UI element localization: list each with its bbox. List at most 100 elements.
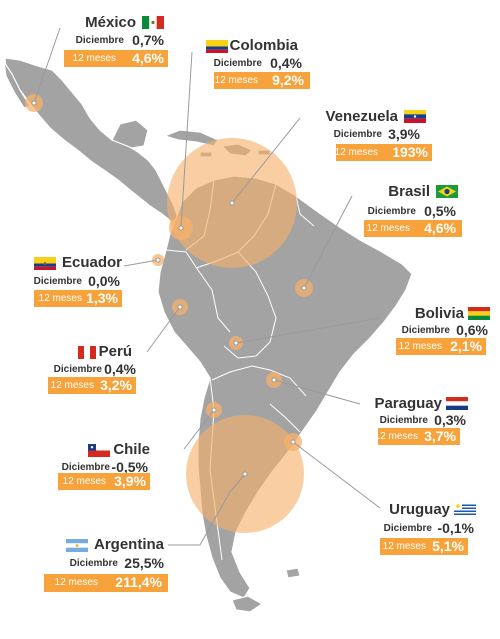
yr-label: 12 meses	[54, 577, 98, 588]
yr-value: 3,9%	[114, 473, 146, 489]
yr-value: 3,7%	[424, 428, 456, 444]
dic-label: Diciembre	[53, 364, 102, 375]
yr-value: 4,6%	[132, 50, 164, 66]
dic-label: Diciembre	[75, 35, 124, 46]
yr-label: 12 meses	[374, 431, 418, 442]
border-line	[295, 195, 315, 227]
yr-label: 12 meses	[214, 75, 258, 86]
mexico-flag-icon	[142, 16, 164, 29]
ecuador-flag-icon	[34, 257, 56, 270]
dic-value: -0,1%	[437, 520, 474, 536]
yr-value: 3,2%	[100, 377, 132, 393]
argentina-leader	[168, 473, 246, 546]
chile-leader	[183, 409, 215, 450]
yr-box	[396, 338, 486, 355]
dot	[290, 439, 296, 445]
yr-label: 12 meses	[366, 223, 410, 234]
brasil-leader	[303, 195, 353, 289]
leader-lines	[33, 27, 381, 546]
yr-box	[336, 144, 432, 161]
peru-label: Perú Diciembre 0,4% 12 meses 3,2%	[46, 342, 146, 396]
dic-label: Diciembre	[61, 462, 110, 473]
chile-flag-icon	[88, 444, 110, 457]
falklands-shape	[285, 567, 301, 579]
chile-label: Chile Diciembre -0,5% 12 meses 3,9%	[56, 440, 156, 492]
yr-label: 12 meses	[72, 53, 116, 64]
dic-label: Diciembre	[401, 325, 450, 336]
uruguay-leader	[292, 441, 381, 509]
yr-value: 9,2%	[272, 72, 304, 88]
country-name: Argentina	[93, 536, 164, 553]
dic-label: Diciembre	[367, 206, 416, 217]
dic-value: 0,4%	[104, 361, 136, 377]
venezuela-leader	[231, 117, 301, 204]
country-name: Brasil	[388, 183, 430, 200]
yr-box	[64, 50, 168, 67]
country-name: Venezuela	[325, 108, 398, 125]
yr-label: 12 meses	[398, 341, 442, 352]
mexico-label: México Diciembre 0,7% 12 meses 4,6%	[58, 10, 168, 70]
uruguay-label: Uruguay Diciembre -0,1% 12 meses 5,1%	[380, 498, 480, 556]
dic-value: 0,7%	[132, 32, 164, 48]
brasil-flag-icon	[436, 185, 458, 198]
brasil-label: Brasil Diciembre 0,5% 12 meses 4,6%	[362, 180, 462, 238]
yucatan-shape	[111, 119, 149, 149]
dic-label: Diciembre	[69, 558, 118, 569]
country-name: Bolivia	[414, 305, 464, 322]
venezuela-flag-icon	[404, 110, 426, 123]
dot	[301, 285, 307, 291]
dic-value: 0,0%	[88, 273, 120, 289]
country-name: México	[85, 14, 136, 31]
dot	[155, 257, 161, 263]
colombia-flag-icon	[206, 40, 228, 53]
border-line	[269, 403, 301, 433]
venezuela-label: Venezuela Diciembre 3,9% 12 meses 193%	[325, 106, 432, 162]
dic-label: Diciembre	[33, 276, 82, 287]
peru-leader	[146, 306, 181, 353]
ecuador-label: Ecuador Diciembre 0,0% 12 meses 1,3%	[30, 252, 128, 308]
dot	[233, 340, 239, 346]
bolivia-flag-icon	[468, 307, 490, 320]
argentina-label: Argentina Diciembre 25,5% 12 meses 211,4…	[44, 536, 168, 596]
bubble-dots	[31, 100, 307, 477]
country-name: Perú	[98, 343, 132, 360]
country-name: Paraguay	[374, 395, 442, 412]
country-name: Ecuador	[61, 254, 122, 271]
dot	[31, 100, 37, 106]
dic-label: Diciembre	[213, 58, 262, 69]
yr-value: 2,1%	[450, 338, 482, 354]
dot	[271, 377, 277, 383]
yr-value: 4,6%	[424, 220, 456, 236]
paraguay-leader	[273, 379, 361, 405]
colombia-label: Colombia Diciembre 0,4% 12 meses 9,2%	[200, 36, 310, 89]
uruguay-flag-icon	[454, 503, 476, 516]
dic-label: Diciembre	[333, 129, 382, 140]
ecuador-leader	[123, 259, 159, 267]
border-line	[223, 251, 277, 359]
yr-box	[364, 220, 462, 237]
yr-box	[58, 473, 150, 490]
yr-box	[378, 428, 460, 445]
paraguay-flag-icon	[446, 397, 468, 410]
dic-value: -0,5%	[111, 459, 148, 475]
dic-value: 0,5%	[424, 203, 456, 219]
dic-value: 0,4%	[270, 55, 302, 71]
yr-label: 12 meses	[334, 147, 378, 158]
tierra-del-fuego-shape	[231, 595, 263, 613]
country-name: Uruguay	[389, 501, 450, 518]
dot	[178, 225, 184, 231]
dot	[229, 200, 235, 206]
dic-label: Diciembre	[383, 523, 432, 534]
dic-value: 0,6%	[456, 322, 488, 338]
border-line	[165, 249, 231, 333]
mexico-leader	[33, 27, 61, 104]
yr-box	[34, 290, 122, 307]
yr-box	[380, 538, 468, 555]
dic-value: 0,3%	[434, 412, 466, 428]
yr-value: 193%	[392, 144, 428, 160]
yr-label: 12 meses	[382, 541, 426, 552]
yr-box	[214, 72, 310, 89]
colombia-leader	[180, 51, 193, 229]
argentina-flag-icon	[66, 539, 88, 552]
